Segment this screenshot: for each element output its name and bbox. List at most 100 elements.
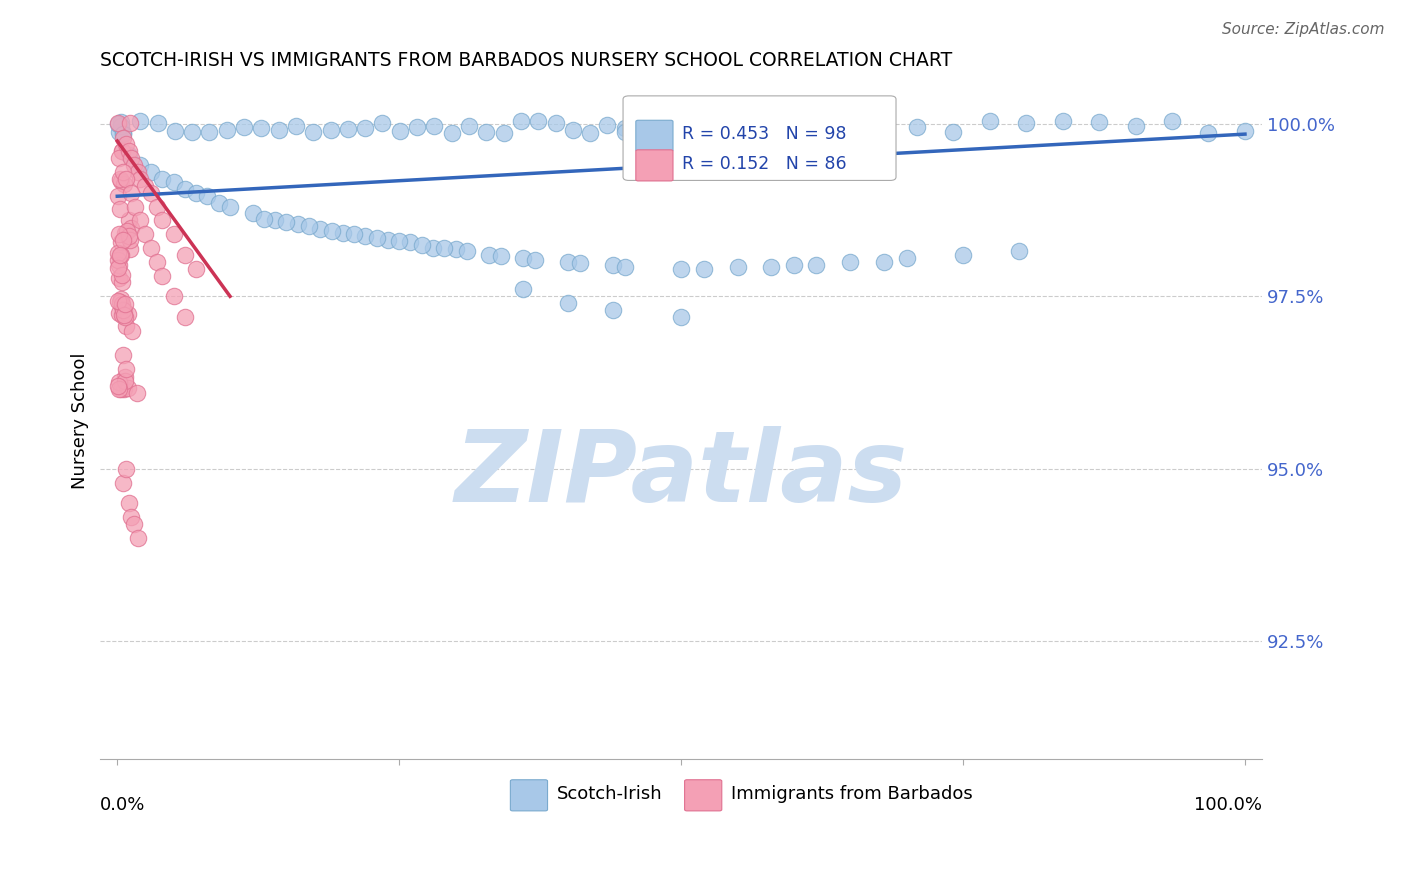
Point [128, 213, 150, 227]
Point [377, 233, 399, 247]
Point [174, 182, 197, 196]
Point [145, 255, 167, 269]
Point [979, 113, 1001, 128]
Point [613, 125, 636, 139]
Point [669, 261, 692, 276]
Point [478, 248, 501, 262]
Point [287, 217, 309, 231]
Point [111, 268, 134, 282]
Point [114, 318, 136, 333]
Point [117, 148, 139, 162]
Point [440, 127, 463, 141]
Point [110, 145, 132, 159]
Point [120, 221, 142, 235]
Point [456, 244, 478, 259]
Point [796, 118, 818, 132]
Point [509, 114, 531, 128]
Point [150, 172, 173, 186]
Point [111, 144, 134, 158]
Point [806, 258, 828, 272]
Point [174, 248, 197, 262]
Point [110, 382, 132, 396]
Point [108, 375, 131, 389]
Point [952, 248, 974, 262]
Text: SCOTCH-IRISH VS IMMIGRANTS FROM BARBADOS NURSERY SCHOOL CORRELATION CHART: SCOTCH-IRISH VS IMMIGRANTS FROM BARBADOS… [100, 51, 953, 70]
Point [107, 245, 129, 260]
Point [1233, 124, 1256, 138]
Point [253, 212, 276, 227]
Point [120, 151, 142, 165]
Point [354, 228, 377, 243]
Point [422, 241, 444, 255]
Point [423, 119, 446, 133]
Point [433, 241, 456, 255]
Point [388, 234, 411, 248]
FancyBboxPatch shape [636, 150, 673, 181]
Point [284, 119, 307, 133]
Y-axis label: Nursery School: Nursery School [72, 352, 89, 489]
Point [613, 121, 636, 136]
Point [198, 125, 221, 139]
Point [115, 362, 138, 376]
Point [114, 308, 136, 322]
Point [108, 125, 131, 139]
Point [145, 200, 167, 214]
Point [163, 289, 186, 303]
Point [276, 215, 298, 229]
Point [319, 123, 342, 137]
Point [111, 308, 134, 322]
Point [557, 255, 579, 269]
Point [108, 248, 131, 262]
Point [557, 296, 579, 310]
Point [117, 496, 139, 510]
Point [111, 130, 134, 145]
Point [122, 517, 145, 532]
Point [112, 303, 135, 318]
Point [118, 116, 141, 130]
Point [111, 475, 134, 490]
Point [492, 126, 515, 140]
Point [108, 271, 131, 285]
Point [343, 227, 366, 242]
Point [1161, 114, 1184, 128]
Point [150, 268, 173, 283]
Point [186, 261, 208, 276]
Point [108, 227, 131, 241]
Point [139, 186, 162, 200]
Point [114, 374, 136, 388]
Point [107, 306, 129, 320]
Point [146, 115, 169, 129]
Point [444, 243, 467, 257]
Point [128, 158, 150, 172]
Point [125, 385, 148, 400]
FancyBboxPatch shape [636, 120, 673, 152]
Point [250, 121, 273, 136]
Point [602, 258, 624, 272]
Point [110, 235, 132, 249]
Point [110, 275, 132, 289]
Point [354, 120, 377, 135]
Point [117, 381, 139, 395]
FancyBboxPatch shape [685, 780, 721, 811]
Point [112, 382, 135, 396]
Point [117, 307, 139, 321]
Text: 0.0%: 0.0% [100, 796, 146, 814]
Point [406, 120, 429, 134]
Point [186, 186, 208, 200]
Point [111, 299, 134, 313]
Text: R = 0.152   N = 86: R = 0.152 N = 86 [682, 155, 846, 173]
Point [942, 124, 965, 138]
Point [233, 120, 256, 134]
FancyBboxPatch shape [510, 780, 547, 811]
Point [208, 196, 231, 211]
Point [568, 256, 591, 270]
Point [107, 293, 129, 308]
Point [107, 189, 129, 203]
Point [215, 123, 238, 137]
Point [336, 122, 359, 136]
Point [759, 123, 782, 137]
Text: ZIPatlas: ZIPatlas [454, 426, 908, 524]
Point [111, 234, 134, 248]
Point [544, 116, 567, 130]
Text: R = 0.453   N = 98: R = 0.453 N = 98 [682, 126, 846, 144]
